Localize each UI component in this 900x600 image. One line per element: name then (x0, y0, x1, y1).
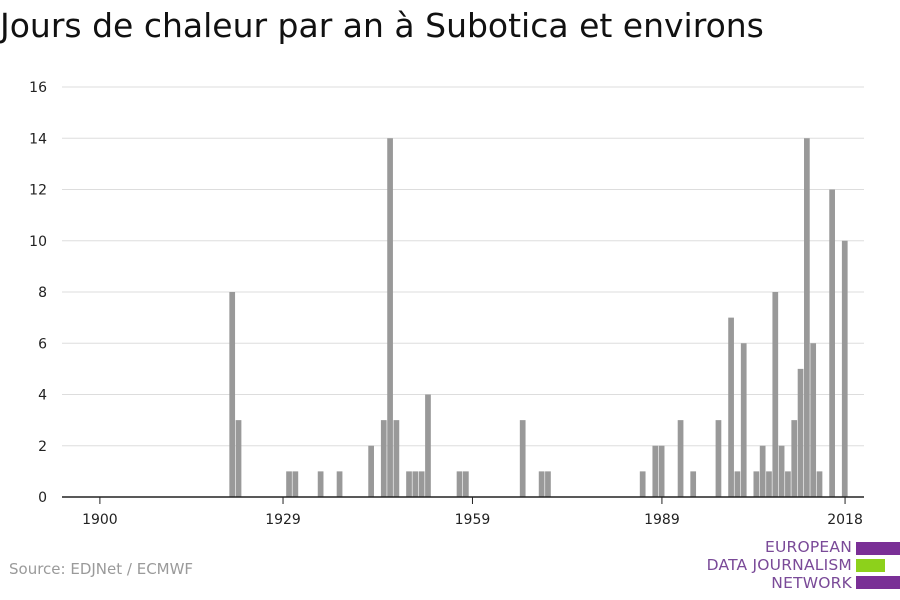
bar (753, 471, 760, 497)
bar (380, 420, 387, 497)
y-tick-label: 10 (29, 234, 47, 250)
bar (677, 420, 684, 497)
bar (519, 420, 526, 497)
bar (766, 471, 772, 497)
bar (229, 292, 236, 497)
bar (690, 471, 697, 497)
bar (728, 317, 734, 497)
y-tick-label: 6 (38, 336, 47, 352)
bar (785, 471, 791, 497)
source-note: Source: EDJNet / ECMWF (9, 560, 194, 578)
logo-line-1: EUROPEAN (764, 538, 852, 556)
bar (715, 420, 722, 497)
bar (317, 471, 324, 497)
logo-bar-middle (856, 559, 885, 572)
bar (658, 445, 665, 497)
logo-line-3: NETWORK (771, 574, 852, 592)
y-tick-label: 0 (38, 490, 47, 506)
x-tick-label: 1989 (644, 512, 680, 528)
bar (740, 343, 747, 497)
x-tick-label: 2018 (827, 512, 863, 528)
bar (456, 471, 463, 497)
bar (292, 471, 299, 497)
bar (387, 138, 393, 497)
bar (829, 189, 835, 497)
bar (412, 471, 419, 497)
y-tick-label: 8 (38, 285, 47, 301)
y-tick-label: 14 (29, 131, 47, 147)
bar (791, 420, 798, 497)
y-tick-label: 2 (38, 439, 47, 455)
bar (538, 471, 545, 497)
bar (772, 292, 779, 497)
bar (816, 471, 823, 497)
x-tick-label: 1929 (265, 512, 301, 528)
logo-bars-icon (856, 542, 900, 589)
x-tick-label: 1900 (82, 512, 118, 528)
chart-title: Jours de chaleur par an à Subotica et en… (0, 6, 764, 45)
bar (393, 420, 400, 497)
bar (810, 343, 817, 497)
bar (425, 394, 431, 497)
bar (639, 471, 646, 497)
bar-chart: 0 2 4 6 8 10 12 14 16 1900 1929 1959 1989 2018 (29, 80, 864, 528)
y-tick-label: 12 (29, 183, 47, 199)
bar (418, 471, 425, 497)
bar (286, 471, 292, 497)
bar (545, 471, 551, 497)
bar (841, 240, 848, 497)
logo-bar-bottom (856, 576, 900, 589)
bar (652, 445, 659, 497)
x-tick-label: 1959 (455, 512, 491, 528)
bar (336, 471, 343, 497)
bar (463, 471, 469, 497)
logo-line-2: DATA JOURNALISM (706, 556, 852, 574)
bar (406, 471, 412, 497)
logo-bar-top (856, 542, 900, 555)
edjnet-logo: EUROPEAN DATA JOURNALISM NETWORK (707, 538, 852, 592)
y-tick-label: 16 (29, 80, 47, 96)
bar (759, 445, 766, 497)
bar (235, 420, 242, 497)
bar (368, 445, 374, 497)
bar (734, 471, 741, 497)
y-tick-label: 4 (38, 388, 47, 404)
bar (778, 445, 785, 497)
bar (797, 368, 804, 497)
bar (804, 138, 810, 497)
